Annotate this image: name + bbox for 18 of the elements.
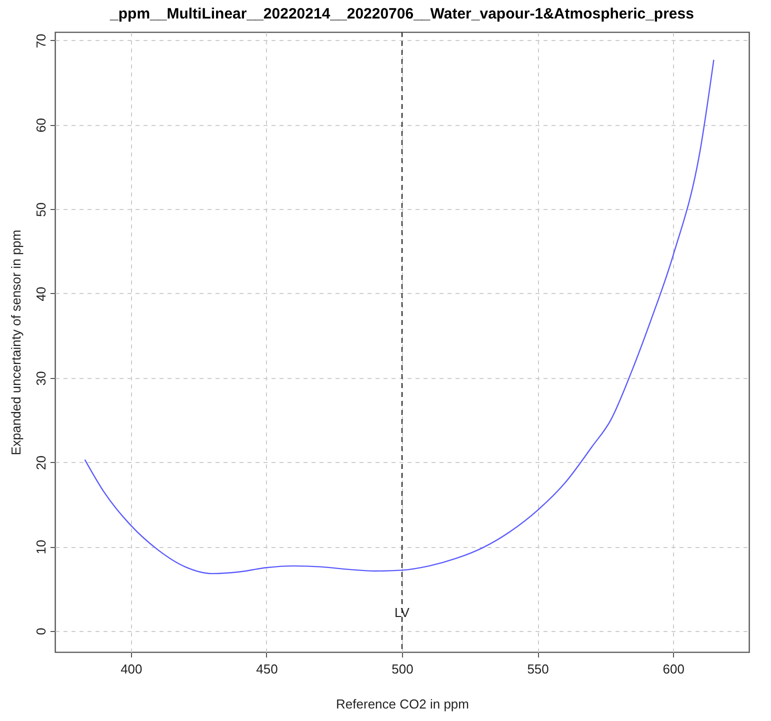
y-tick-label: 0 (34, 628, 48, 636)
y-tick-label: 70 (34, 34, 48, 48)
y-tick-label: 30 (34, 371, 48, 386)
y-tick-label: 20 (34, 455, 48, 470)
y-axis-title: Expanded uncertainty of sensor in ppm (8, 230, 24, 456)
ref-line-label: LV (394, 605, 410, 620)
y-tick-label: 50 (34, 202, 48, 217)
y-tick-label: 40 (34, 286, 48, 302)
line-series (84, 59, 714, 574)
x-tick-label: 600 (662, 662, 684, 676)
x-tick-label: 500 (392, 662, 414, 676)
y-tick-label: 60 (34, 118, 48, 133)
y-tick-label: 10 (34, 540, 48, 554)
x-tick-label: 450 (256, 662, 278, 676)
x-tick-label: 550 (527, 662, 549, 676)
chart-title: _ppm__MultiLinear__20220214__20220706__Water_vapour-1&Atmospheric_press (109, 5, 694, 22)
x-axis-title: Reference CO2 in ppm (336, 696, 469, 712)
x-tick-label: 400 (120, 662, 142, 676)
